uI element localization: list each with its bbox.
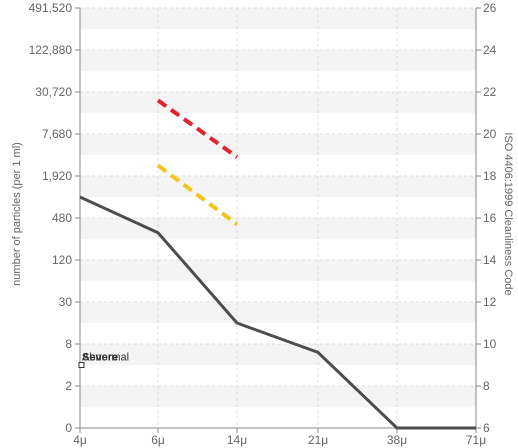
right-tick-label: 18 <box>483 169 497 183</box>
series-lines <box>79 98 476 430</box>
x-tick-label: 71μ <box>466 433 486 447</box>
left-tick-label: 30,720 <box>35 85 72 99</box>
annotation-label: Severe <box>82 352 118 364</box>
x-tick-label: 6μ <box>151 433 165 447</box>
series-line-2 <box>156 163 239 226</box>
x-tick-label: 21μ <box>308 433 328 447</box>
series-line-0 <box>79 195 476 430</box>
left-tick-label: 122,880 <box>29 43 73 57</box>
y-axis-title-right: ISO 4406:1999 Cleanliness Code <box>502 132 514 295</box>
plot-band <box>80 92 476 113</box>
right-tick-label: 20 <box>483 127 497 141</box>
left-tick-label: 8 <box>65 337 72 351</box>
plot-band <box>80 218 476 239</box>
right-tick-label: 6 <box>483 421 490 435</box>
x-axis-ticks: 4μ 6μ 14μ 21μ 38μ 71μ <box>73 428 486 447</box>
series-line-1 <box>156 98 239 159</box>
plot-band <box>80 260 476 281</box>
left-tick-label: 1,920 <box>42 169 72 183</box>
plot-band <box>80 302 476 323</box>
right-tick-label: 10 <box>483 337 497 351</box>
plot-band <box>80 344 476 365</box>
right-tick-label: 24 <box>483 43 497 57</box>
plot-bands <box>80 8 476 407</box>
x-tick-label: 4μ <box>73 433 87 447</box>
left-tick-label: 480 <box>52 211 72 225</box>
plot-band <box>80 386 476 407</box>
left-tick-label: 491,520 <box>29 1 73 15</box>
right-tick-label: 16 <box>483 211 497 225</box>
left-axis-ticks: 0 2 8 30 120 480 1,920 7,680 30,720 122,880 491,52… <box>29 1 80 435</box>
right-tick-label: 14 <box>483 253 497 267</box>
right-tick-label: 26 <box>483 1 497 15</box>
left-tick-label: 0 <box>65 421 72 435</box>
right-tick-label: 12 <box>483 295 497 309</box>
annotation-label: Abnormal <box>82 352 129 364</box>
y-axis-title-left: number of particles (per 1 ml) <box>11 142 23 286</box>
plot-band <box>80 176 476 197</box>
right-axis-ticks: 6 8 10 12 14 16 18 20 22 24 26 <box>476 1 497 435</box>
plot-band <box>80 50 476 71</box>
right-tick-label: 22 <box>483 85 497 99</box>
left-tick-label: 7,680 <box>42 127 72 141</box>
left-tick-label: 2 <box>65 379 72 393</box>
x-tick-label: 38μ <box>387 433 407 447</box>
left-tick-label: 120 <box>52 253 72 267</box>
plot-band <box>80 8 476 29</box>
x-tick-label: 14μ <box>227 433 247 447</box>
plot-band <box>80 134 476 155</box>
marker-point <box>78 362 85 368</box>
right-tick-label: 8 <box>483 379 490 393</box>
left-tick-label: 30 <box>59 295 73 309</box>
